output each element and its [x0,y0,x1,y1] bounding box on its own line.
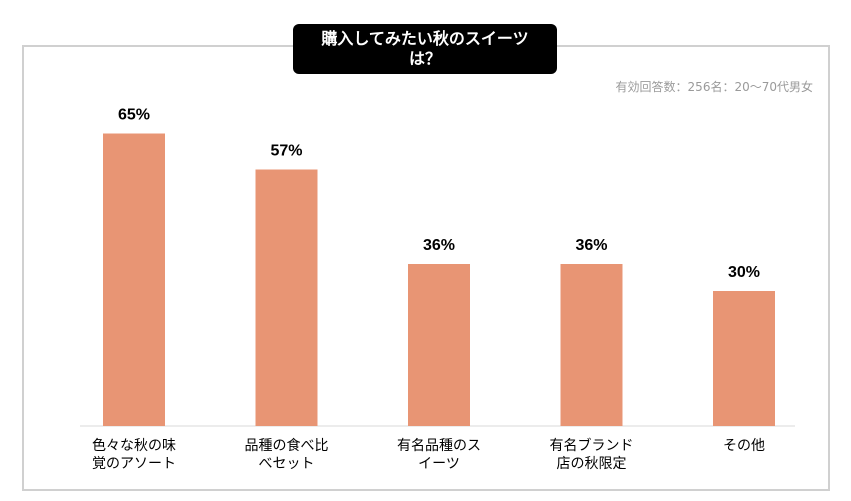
category-label-1: 品種の食べ比 べセット [227,437,347,473]
category-label-3: 有名ブランド 店の秋限定 [532,437,652,473]
chart-title: 購入してみたい秋のスイーツ は？ [293,24,557,74]
bar-value-label-0: 65% [118,107,150,124]
bar-value-label-4: 30% [728,264,760,281]
bar-value-label-2: 36% [423,237,455,254]
category-label-line: 有名ブランド [549,438,634,454]
chart-title-line1: 購入してみたい秋のスイーツ [321,29,529,48]
bar-1 [255,169,318,426]
category-label-0: 色々な秋の味 覚のアソート [74,437,194,473]
chart-title-line2: は？ [408,49,441,68]
category-label-line: 店の秋限定 [556,456,627,472]
respondents-note: 有効回答数：256名：20〜70代男女 [615,80,813,94]
category-label-4: その他 [684,437,804,455]
category-label-line: 有名品種のス [397,438,481,454]
category-label-line: 色々な秋の味 [92,438,176,454]
bar-2 [408,264,470,426]
bar-4 [713,291,775,426]
category-label-line: 品種の食べ比 [244,438,329,454]
category-label-line: イーツ [418,456,460,472]
category-label-line: べセット [258,456,315,472]
bar-value-label-1: 57% [270,143,302,160]
bar-value-label-3: 36% [575,237,607,254]
category-label-2: 有名品種のス イーツ [379,437,499,473]
category-label-line: その他 [723,438,765,454]
bar-3 [560,264,623,426]
category-label-line: 覚のアソート [92,456,176,472]
bar-0 [103,133,165,426]
